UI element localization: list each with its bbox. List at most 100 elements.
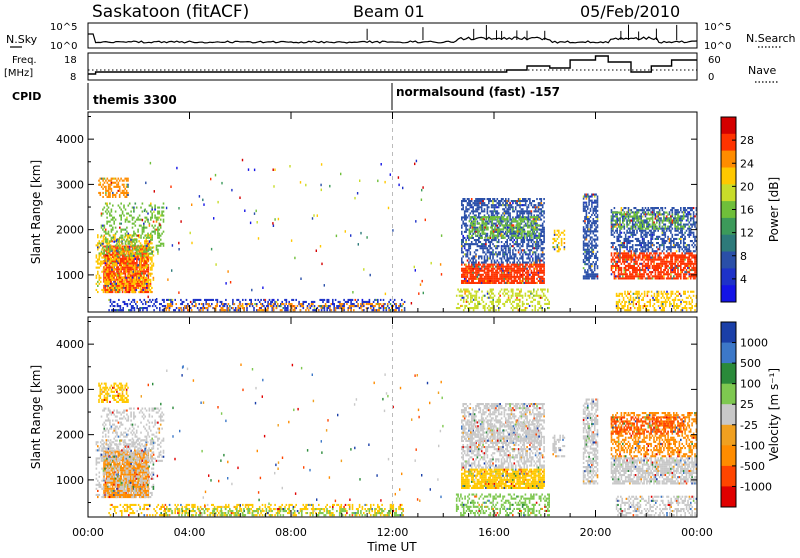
power-echo-cell: [489, 270, 491, 272]
power-echo-cell: [648, 261, 650, 263]
power-echo-cell: [146, 283, 148, 285]
power-echo-cell: [537, 309, 539, 311]
power-echo-cell: [135, 303, 137, 305]
power-echo-cell: [507, 216, 509, 218]
power-echo-cell: [514, 226, 516, 228]
power-echo-cell: [143, 270, 145, 272]
power-echo-cell: [480, 282, 482, 284]
power-echo-cell: [135, 274, 137, 276]
power-echo-cell: [655, 252, 657, 254]
power-echo-cell: [526, 200, 528, 202]
power-echo-cell: [101, 213, 103, 215]
power-echo-cell: [584, 230, 586, 232]
power-echo-cell: [108, 283, 110, 285]
power-echo-cell: [636, 261, 638, 263]
power-echo-cell: [464, 247, 466, 249]
power-echo-cell: [594, 224, 596, 226]
power-echo-cell: [516, 243, 518, 245]
power-echo-cell: [395, 307, 397, 309]
power-echo-cell: [536, 210, 538, 212]
power-echo-cell: [464, 200, 466, 202]
power-echo-cell: [660, 269, 662, 271]
power-echo-cell: [650, 252, 652, 254]
power-echo-cell: [471, 200, 473, 202]
power-echo-cell: [491, 289, 493, 291]
power-echo-cell: [593, 249, 595, 251]
power-echo-cell: [104, 251, 106, 253]
power-echo-cell: [126, 194, 128, 196]
power-echo-cell: [474, 224, 476, 226]
power-echo-cell: [629, 271, 631, 273]
power-echo-cell: [465, 255, 467, 257]
power-echo-cell: [360, 303, 362, 305]
power-echo-cell: [108, 254, 110, 256]
power-echo-cell: [465, 200, 467, 202]
power-echo-cell: [324, 309, 326, 311]
power-echo-cell: [536, 295, 538, 297]
power-echo-cell: [119, 227, 121, 229]
power-echo-cell: [120, 241, 122, 243]
power-echo-cell: [187, 303, 189, 305]
power-echo-cell: [343, 299, 345, 301]
power-echo-cell: [461, 251, 463, 253]
power-echo-cell: [123, 180, 125, 182]
power-echo-cell: [482, 247, 484, 249]
power-echo-cell: [184, 307, 186, 309]
power-echo-cell: [515, 208, 517, 210]
power-echo-cell: [524, 235, 526, 237]
power-echo-cell: [120, 275, 122, 277]
power-echo-cell: [528, 272, 530, 274]
power-echo-cell: [124, 291, 126, 293]
power-echo-cell: [100, 182, 102, 184]
power-echo-cell: [524, 268, 526, 270]
power-echo-cell: [522, 253, 524, 255]
power-echo-cell: [99, 259, 101, 261]
power-echo-cell: [125, 243, 127, 245]
power-echo-cell: [505, 245, 507, 247]
power-echo-cell: [594, 257, 596, 259]
power-echo-cell: [165, 305, 167, 307]
power-echo-cell: [488, 278, 490, 280]
power-echo-cell: [521, 282, 523, 284]
power-echo-cell: [512, 282, 514, 284]
power-echo-cell: [655, 275, 657, 277]
power-echo-cell: [515, 278, 517, 280]
power-echo-cell: [499, 307, 501, 309]
power-echo-cell: [611, 269, 613, 271]
power-echo-cell: [153, 221, 155, 223]
power-echo-cell: [160, 227, 162, 229]
power-echo-cell: [541, 291, 543, 293]
power-echo-cell: [509, 206, 511, 208]
power-echo-cell: [147, 254, 149, 256]
power-echo-cell: [463, 297, 465, 299]
power-echo-cell: [232, 307, 234, 309]
power-echo-cell: [491, 200, 493, 202]
power-echo-cell: [250, 299, 252, 301]
power-echo-cell: [542, 266, 544, 268]
power-echo-cell: [118, 272, 120, 274]
power-echo-cell: [140, 269, 142, 271]
power-echo-cell: [108, 188, 110, 190]
power-echo-cell: [511, 297, 513, 299]
power-echo-cell: [266, 305, 268, 307]
power-echo-cell: [139, 309, 141, 311]
power-echo-cell: [521, 255, 523, 257]
power-echo-cell: [462, 305, 464, 307]
power-echo-cell: [543, 241, 545, 243]
power-echo-cell: [625, 259, 627, 261]
power-echo-cell: [495, 251, 497, 253]
power-echo-cell: [642, 267, 644, 269]
power-echo-cell: [111, 287, 113, 289]
power-echo-cell: [587, 216, 589, 218]
power-echo-cell: [117, 283, 119, 285]
power-echo-cell: [105, 239, 107, 241]
power-echo-cell: [217, 301, 219, 303]
power-echo-cell: [595, 222, 597, 224]
power-echo-cell: [527, 226, 529, 228]
power-echo-cell: [335, 309, 337, 311]
power-echo-cell: [619, 269, 621, 271]
nsearch-tick-high: 10^5: [704, 22, 731, 33]
power-echo-cell: [125, 221, 127, 223]
power-echo-cell: [383, 309, 385, 311]
power-echo-cell: [99, 242, 101, 244]
